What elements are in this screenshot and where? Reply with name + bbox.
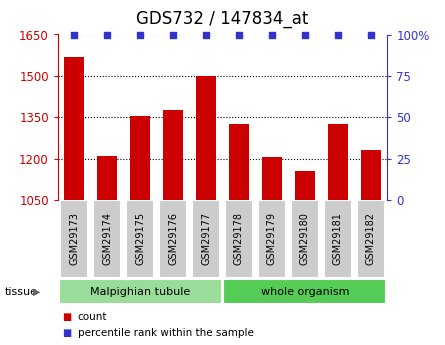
Text: GSM29177: GSM29177	[201, 213, 211, 265]
FancyBboxPatch shape	[223, 279, 387, 304]
Bar	[328, 124, 348, 200]
FancyBboxPatch shape	[291, 200, 319, 278]
Text: percentile rank within the sample: percentile rank within the sample	[78, 328, 254, 338]
Bar	[262, 157, 282, 200]
Text: GSM29173: GSM29173	[69, 213, 79, 265]
Bar	[196, 76, 216, 200]
FancyBboxPatch shape	[357, 200, 384, 278]
Text: whole organism: whole organism	[261, 287, 349, 296]
Point	[137, 32, 144, 37]
Text: GSM29175: GSM29175	[135, 213, 145, 265]
FancyBboxPatch shape	[93, 200, 121, 278]
Point	[170, 32, 177, 37]
FancyBboxPatch shape	[61, 200, 88, 278]
FancyBboxPatch shape	[126, 200, 154, 278]
Text: Malpighian tubule: Malpighian tubule	[90, 287, 190, 296]
Text: GDS732 / 147834_at: GDS732 / 147834_at	[136, 10, 309, 28]
FancyBboxPatch shape	[258, 200, 286, 278]
Point	[71, 32, 78, 37]
Point	[235, 32, 243, 37]
Bar	[163, 110, 183, 200]
Bar	[229, 124, 249, 200]
Text: ▶: ▶	[33, 287, 41, 296]
FancyBboxPatch shape	[324, 200, 352, 278]
Text: GSM29178: GSM29178	[234, 213, 244, 265]
Point	[104, 32, 111, 37]
Text: GSM29181: GSM29181	[333, 213, 343, 265]
Text: GSM29182: GSM29182	[366, 213, 376, 265]
FancyBboxPatch shape	[225, 200, 253, 278]
Point	[202, 32, 210, 37]
Bar	[361, 150, 380, 200]
Text: count: count	[78, 313, 107, 322]
Point	[334, 32, 341, 37]
Text: GSM29176: GSM29176	[168, 213, 178, 265]
FancyBboxPatch shape	[159, 200, 187, 278]
Text: GSM29179: GSM29179	[267, 213, 277, 265]
Text: GSM29180: GSM29180	[300, 213, 310, 265]
Bar	[65, 57, 84, 200]
FancyBboxPatch shape	[58, 279, 222, 304]
Text: ■: ■	[62, 313, 72, 322]
Bar	[97, 156, 117, 200]
Text: ■: ■	[62, 328, 72, 338]
Text: tissue: tissue	[4, 287, 37, 296]
Point	[367, 32, 374, 37]
Point	[268, 32, 275, 37]
Bar	[295, 171, 315, 200]
Text: GSM29174: GSM29174	[102, 213, 112, 265]
Bar	[130, 116, 150, 200]
FancyBboxPatch shape	[192, 200, 220, 278]
Point	[301, 32, 308, 37]
